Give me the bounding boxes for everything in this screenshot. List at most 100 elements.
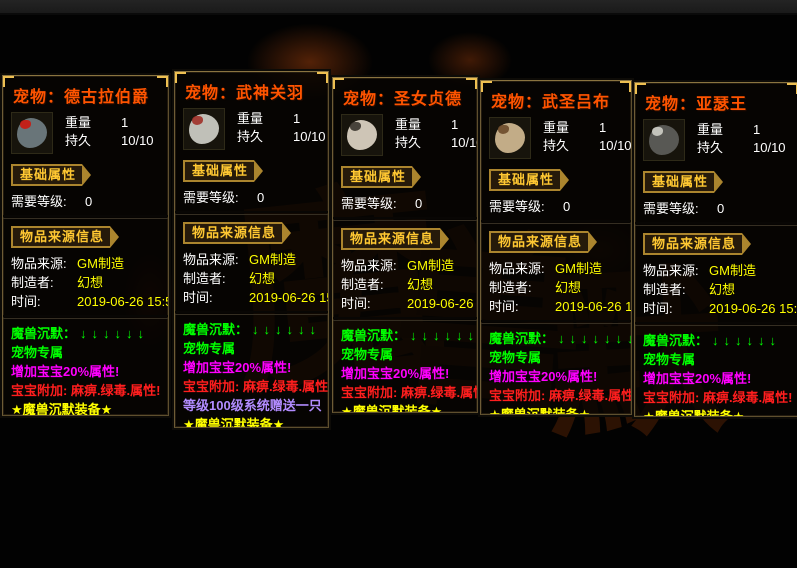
badge-arrow-icon: [560, 169, 570, 191]
bonus-line: 宠物专属: [489, 350, 542, 365]
item-tooltip-guanyu: 宠物：武神关羽 重量 1 持久 10/10 基础属性 需要等级: 0 物品来源信息 物…: [174, 71, 329, 428]
bonus-line: ★魔兽沉默装备★: [11, 402, 113, 416]
section-divider: [481, 320, 631, 324]
down-arrows-icon: ↓↓↓↓↓↓: [410, 328, 478, 343]
maker-label: 制造者:: [183, 271, 226, 286]
source-label: 物品来源:: [489, 261, 545, 276]
badge-arrow-icon: [254, 160, 264, 182]
req-level-label: 需要等级:: [489, 199, 545, 214]
bonus-line: 增加宝宝20%属性!: [341, 366, 450, 381]
section-divider: [3, 215, 168, 219]
bonus-line: 增加宝宝20%属性!: [643, 371, 752, 386]
req-level-label: 需要等级:: [183, 190, 239, 205]
section-divider: [175, 311, 328, 315]
bonus-line: 增加宝宝20%属性!: [11, 364, 120, 379]
req-level-label: 需要等级:: [341, 196, 397, 211]
weight-value: 1: [121, 115, 129, 130]
base-attributes-badge: 基础属性: [183, 160, 264, 182]
durability-label: 持久: [543, 138, 570, 153]
durability-value: 10/10: [753, 140, 786, 155]
time-value: 2019-06-26 15:5: [709, 301, 797, 316]
pet-lvbu-icon: [489, 117, 531, 159]
bonus-line: ★魔兽沉默装备★: [183, 417, 285, 428]
item-source-badge: 物品来源信息: [11, 226, 120, 248]
badge-arrow-icon: [714, 171, 724, 193]
maker-value: 幻想: [77, 275, 104, 290]
time-label: 时间:: [643, 301, 673, 316]
weight-value: 1: [293, 111, 301, 126]
source-label: 物品来源:: [643, 263, 699, 278]
bonus-line: 增加宝宝20%属性!: [183, 360, 292, 375]
source-label: 物品来源:: [341, 258, 397, 273]
req-level-value: 0: [257, 190, 265, 205]
bonus-line: 宝宝附加: 麻痹.绿毒.属性: [341, 385, 478, 400]
source-value: GM制造: [407, 258, 454, 273]
bonus-line: 宠物专属: [11, 345, 64, 360]
bonus-line: 宠物专属: [341, 347, 394, 362]
maker-value: 幻想: [709, 282, 736, 297]
item-title: 宠物：武神关羽: [185, 85, 305, 102]
time-value: 2019-06-26 1: [407, 296, 478, 311]
maker-label: 制造者:: [341, 277, 384, 292]
bonus-line: 宝宝附加: 麻痹.绿毒.属性!: [489, 388, 632, 403]
silence-label: 魔兽沉默：: [489, 331, 555, 346]
item-tooltip-jeanne: 宠物：圣女贞德 重量 1 持久 10/10 基础属性 需要等级: 0 物品来源信息 物…: [332, 77, 478, 413]
section-divider: [333, 317, 477, 321]
weight-label: 重量: [237, 111, 264, 126]
pet-dracula-icon: [11, 112, 53, 154]
badge-arrow-icon: [588, 231, 598, 253]
time-value: 2019-06-26 15:5: [77, 294, 169, 309]
bonus-line: ★魔兽沉默装备★: [643, 409, 745, 417]
item-source-badge: 物品来源信息: [643, 233, 752, 255]
base-attributes-badge: 基础属性: [11, 164, 92, 186]
maker-value: 幻想: [249, 271, 276, 286]
durability-value: 10/10: [451, 135, 477, 150]
item-title: 宠物：圣女贞德: [343, 91, 463, 108]
weight-label: 重量: [697, 122, 724, 137]
section-divider: [3, 315, 168, 319]
maker-label: 制造者:: [11, 275, 54, 290]
weight-value: 1: [451, 117, 459, 132]
badge-arrow-icon: [440, 228, 450, 250]
bonus-line: 等级100级系统赠送一只: [183, 398, 322, 413]
bonus-line: 宝宝附加: 麻痹.绿毒.属性!: [643, 390, 793, 405]
section-divider: [175, 211, 328, 215]
silence-label: 魔兽沉默：: [183, 322, 249, 337]
source-label: 物品来源:: [183, 252, 239, 267]
item-source-badge: 物品来源信息: [183, 222, 292, 244]
durability-label: 持久: [237, 129, 264, 144]
weight-label: 重量: [395, 117, 422, 132]
req-level-value: 0: [85, 194, 93, 209]
time-label: 时间:: [11, 294, 41, 309]
req-level-value: 0: [717, 201, 725, 216]
durability-label: 持久: [395, 135, 422, 150]
durability-label: 持久: [65, 133, 92, 148]
item-source-badge: 物品来源信息: [341, 228, 450, 250]
maker-value: 幻想: [407, 277, 434, 292]
weight-value: 1: [599, 120, 607, 135]
req-level-label: 需要等级:: [643, 201, 699, 216]
bonus-line: 增加宝宝20%属性!: [489, 369, 598, 384]
req-level-value: 0: [415, 196, 423, 211]
down-arrows-icon: ↓↓↓↓↓↓↓: [558, 331, 632, 346]
base-attributes-badge: 基础属性: [341, 166, 422, 188]
item-tooltip-arthur: 宠物：亚瑟王 重量 1 持久 10/10 基础属性 需要等级: 0 物品来源信息 物品…: [634, 82, 797, 417]
down-arrows-icon: ↓↓↓↓↓↓: [252, 322, 322, 337]
item-tooltip-dracula: 宠物：德古拉伯爵 重量 1 持久 10/10 基础属性 需要等级: 0 物品来源信息 …: [2, 75, 169, 416]
badge-arrow-icon: [282, 222, 292, 244]
source-value: GM制造: [555, 261, 602, 276]
badge-arrow-icon: [412, 166, 422, 188]
maker-value: 幻想: [555, 280, 582, 295]
durability-value: 10/10: [293, 129, 326, 144]
window-top-bar: [0, 0, 797, 15]
maker-label: 制造者:: [643, 282, 686, 297]
base-attributes-badge: 基础属性: [643, 171, 724, 193]
section-divider: [635, 222, 797, 226]
weight-label: 重量: [543, 120, 570, 135]
weight-label: 重量: [65, 115, 92, 130]
silence-label: 魔兽沉默：: [341, 328, 407, 343]
time-label: 时间:: [341, 296, 371, 311]
item-title: 宠物：武圣吕布: [491, 94, 611, 111]
bonus-line: 宝宝附加: 麻痹.绿毒.属性!: [11, 383, 161, 398]
time-value: 2019-06-26 15: [249, 290, 329, 305]
